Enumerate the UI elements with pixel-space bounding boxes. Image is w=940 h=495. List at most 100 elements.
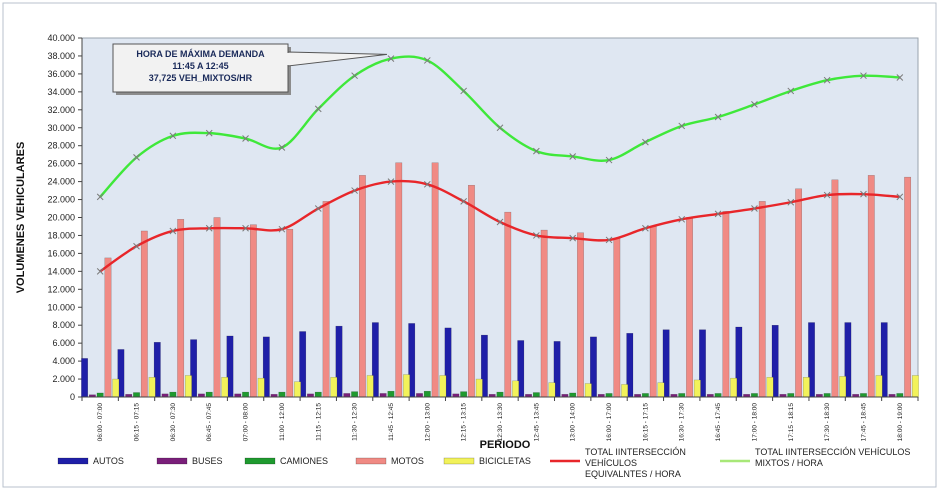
bar-camiones <box>678 393 686 398</box>
bar-bicicletas <box>730 377 738 398</box>
bar-camiones <box>751 393 758 398</box>
y-tick-label: 18.000 <box>47 230 75 240</box>
plot-area <box>81 37 919 398</box>
bar-bicicletas <box>657 382 665 398</box>
bar-motos <box>104 257 112 398</box>
callout-box <box>112 43 289 93</box>
x-tick-label: 12:45 - 13:45 <box>533 403 540 442</box>
line-point-marker <box>714 113 722 121</box>
y-tick-label: 14.000 <box>47 266 75 276</box>
y-tick-label: 6.000 <box>52 338 75 348</box>
x-tick-label: 17:00 - 18:00 <box>751 403 758 442</box>
callout-line-1: HORA DE MÁXIMA DEMANDA <box>136 49 265 59</box>
y-tick-label: 8.000 <box>52 320 75 330</box>
bar-camiones <box>896 393 904 398</box>
legend-label-2: BUSES <box>192 456 223 466</box>
frame-border <box>2 2 937 488</box>
y-tick-label: 34.000 <box>47 87 75 97</box>
x-axis: 06:00 - 07:00 06:15 - 07:15 06:30 - 07:30 0… <box>81 396 919 442</box>
bar-buses <box>343 393 351 398</box>
x-tick-label: 12:30 - 13:30 <box>497 403 504 442</box>
bar-camiones <box>569 392 577 398</box>
line-point-marker <box>423 57 431 64</box>
legend-swatch-4 <box>355 457 387 465</box>
series-lines <box>96 55 904 275</box>
bar-camiones <box>387 390 395 398</box>
line-point-marker <box>133 242 140 250</box>
bar-bicicletas <box>584 383 592 398</box>
x-tick-label: 13:00 - 14:00 <box>570 403 577 442</box>
line-point-marker <box>751 205 758 212</box>
bar-bicicletas <box>112 378 120 398</box>
bar-camiones <box>496 391 504 398</box>
bar-buses <box>416 393 423 398</box>
legend-label-4: MOTOS <box>391 456 424 466</box>
bar-motos <box>468 184 475 398</box>
peak-callout: HORA DE MÁXIMA DEMANDA 11:45 A 12:45 37,72… <box>112 43 388 95</box>
legend-label-7: MIXTOS / HORA <box>755 458 823 468</box>
legend-label-6: VEHÍCULOS <box>585 458 637 468</box>
legend-swatch-2 <box>156 457 188 465</box>
bar-motos <box>577 232 584 398</box>
bar-camiones <box>423 390 431 398</box>
bar-motos <box>249 224 257 398</box>
y-tick-label: 38.000 <box>47 51 75 61</box>
line-point-marker <box>642 138 649 146</box>
x-tick-label: 18:00 - 19:00 <box>897 403 904 442</box>
line-point-marker <box>823 191 831 199</box>
line-point-marker <box>532 147 540 155</box>
y-tick-label: 36.000 <box>47 69 75 79</box>
bar-bicicletas <box>330 377 338 398</box>
bar-bicicletas <box>766 377 774 398</box>
bar-camiones <box>351 391 359 398</box>
x-tick-label: 16:15 - 17:15 <box>642 403 649 442</box>
y-tick-label: 30.000 <box>47 123 75 133</box>
bar-camiones <box>787 393 795 398</box>
line-point-marker <box>532 232 540 239</box>
bar-camiones <box>532 392 540 398</box>
bar-motos <box>686 217 693 398</box>
x-tick-label: 12:00 - 13:00 <box>424 403 431 442</box>
line-point-marker <box>351 72 358 80</box>
bar-bicicletas <box>548 382 556 398</box>
bar-bicicletas <box>475 378 483 398</box>
bar-bicicletas <box>439 375 447 398</box>
bar-camiones <box>169 391 177 398</box>
line-point-marker <box>678 215 686 223</box>
y-tick-label: 4.000 <box>52 356 75 366</box>
bar-motos <box>831 179 839 398</box>
bar-motos <box>177 219 185 398</box>
line-point-marker <box>205 224 213 232</box>
line-point-marker <box>242 224 249 232</box>
bar-motos <box>286 228 294 398</box>
bar-motos <box>867 175 875 398</box>
line-point-marker <box>605 236 613 244</box>
callout-line-3: 37,725 VEH_MIXTOS/HR <box>149 73 253 83</box>
bar-bicicletas <box>912 375 919 398</box>
bar-motos <box>722 211 730 398</box>
bar-camiones <box>133 392 140 398</box>
x-tick-label: 17:30 - 18:30 <box>824 403 831 442</box>
bar-camiones <box>96 392 104 398</box>
bar-camiones <box>278 391 286 398</box>
bar-motos <box>540 229 548 398</box>
bar-camiones <box>205 391 213 398</box>
x-tick-label: 17:45 - 18:45 <box>860 403 867 442</box>
bar-bicicletas <box>403 374 410 398</box>
bar-motos <box>359 175 366 398</box>
bar-camiones <box>823 393 831 398</box>
bar-bicicletas <box>875 375 883 398</box>
x-tick-label: 11:30 - 12:30 <box>352 403 359 441</box>
y-axis-title: VOLUMENES VEHICULARES <box>15 142 27 294</box>
line-point-marker <box>169 227 177 235</box>
line-point-marker <box>714 210 722 218</box>
x-tick-label: 11:15 - 12:15 <box>315 403 322 441</box>
y-tick-label: 10.000 <box>47 302 75 312</box>
bar-camiones <box>605 393 613 398</box>
legend-swatch-5 <box>443 457 475 465</box>
bar-camiones <box>460 391 468 398</box>
bar-motos <box>140 230 148 398</box>
line-point-marker <box>678 122 686 130</box>
legend-label-6: EQUIVALNTES / HORA <box>585 469 681 479</box>
y-tick-label: 12.000 <box>47 284 75 294</box>
